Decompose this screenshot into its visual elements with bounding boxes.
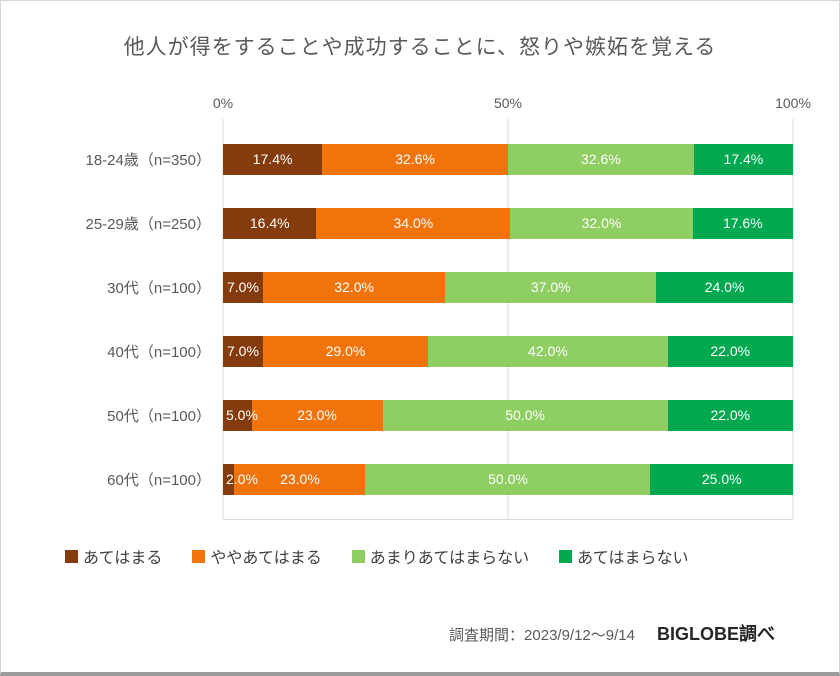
bar-track: 2.0% 23.0% 50.0% 25.0% xyxy=(223,463,793,495)
legend-item: あてはまらない xyxy=(559,544,689,568)
bar-value-label: 34.0% xyxy=(393,215,434,231)
tick-label: 50% xyxy=(493,95,523,111)
category-label: 40代（n=100） xyxy=(107,343,211,361)
bar-segment: 32.0% xyxy=(262,271,446,303)
category-labels: 18-24歳（n=350） 25-29歳（n=250） 30代（n=100） 40代（… xyxy=(13,75,223,520)
footer: 調査期間：2023/9/12～9/14 BIGLOBE調べ xyxy=(449,620,775,646)
gridline xyxy=(792,119,794,519)
legend-item: あまりあてはまらない xyxy=(351,544,530,568)
bar-segment: 17.4% xyxy=(223,143,323,175)
bar-segment: 37.0% xyxy=(445,271,657,303)
bar-value-label: 25.0% xyxy=(701,471,742,487)
bar-track: 17.4% 32.6% 32.6% 17.4% xyxy=(223,143,793,175)
bar-value-label: 22.0% xyxy=(710,343,751,359)
x-axis-ticks: 0% 50% 100% xyxy=(213,75,811,119)
bar-value-label: 7.0% xyxy=(226,343,259,359)
bar-segment: 23.0% xyxy=(251,399,383,431)
bar-value-label: 50.0% xyxy=(488,471,528,487)
legend-swatch-icon xyxy=(559,549,573,563)
bar-segment: 32.6% xyxy=(507,143,694,175)
bar-segment: 22.0% xyxy=(667,399,793,431)
category-label: 18-24歳（n=350） xyxy=(85,151,212,169)
legend-item: ややあてはまる xyxy=(192,544,322,568)
bar-value-label: 32.6% xyxy=(395,151,435,167)
bar-value-label: 16.4% xyxy=(249,215,290,231)
chart-title: 他人が得をすることや成功することに、怒りや嫉妬を覚える xyxy=(123,36,717,59)
bar-row: 7.0% 29.0% 42.0% 22.0% xyxy=(223,319,793,383)
tick-label: 0% xyxy=(212,95,234,111)
bar-row: 17.4% 32.6% 32.6% 17.4% xyxy=(223,127,793,191)
bar-value-label: 7.0% xyxy=(226,279,259,295)
bar-value-label: 37.0% xyxy=(530,279,571,295)
bar-value-label: 17.4% xyxy=(252,151,293,167)
category-label: 60代（n=100） xyxy=(107,471,211,489)
bar-segment: 7.0% xyxy=(223,335,263,367)
legend: あてはまる ややあてはまる あまりあてはまらない あてはまらない xyxy=(65,544,809,568)
tick-label: 100% xyxy=(775,95,811,111)
bar-segment: 34.0% xyxy=(316,207,511,239)
bar-row: 2.0% 23.0% 50.0% 25.0% xyxy=(223,447,793,511)
legend-swatch-icon xyxy=(65,549,78,563)
bar-value-label: 24.0% xyxy=(704,279,745,295)
bar-segment: 7.0% xyxy=(223,271,263,303)
bar-segment: 50.0% xyxy=(365,463,651,495)
plot-area: 17.4% 32.6% 32.6% 17.4% 16.4% 34.0% 32.0% 17.6%… xyxy=(222,119,794,520)
source-credit: BIGLOBE調べ xyxy=(656,624,775,644)
legend-item: あてはまる xyxy=(65,544,162,568)
category-label: 30代（n=100） xyxy=(107,279,211,297)
bar-value-label: 50.0% xyxy=(505,407,545,423)
bar-row: 5.0% 23.0% 50.0% 22.0% xyxy=(223,383,793,447)
bar-value-label: 42.0% xyxy=(528,343,568,359)
bar-track: 16.4% 34.0% 32.0% 17.6% xyxy=(223,207,793,239)
legend-label: あてはまらない xyxy=(577,550,689,567)
bar-value-label: 32.0% xyxy=(581,215,622,231)
bar-value-label: 5.0% xyxy=(226,407,258,423)
survey-period: 調査期間：2023/9/12～9/14 xyxy=(449,627,635,644)
category-label: 50代（n=100） xyxy=(107,407,211,425)
gridline xyxy=(222,119,224,519)
bar-segment: 22.0% xyxy=(667,335,793,367)
bar-segment: 17.6% xyxy=(692,207,793,239)
bar-segment: 17.4% xyxy=(693,143,793,175)
bar-segment: 50.0% xyxy=(382,399,668,431)
legend-swatch-icon xyxy=(192,549,206,563)
bar-row: 7.0% 32.0% 37.0% 24.0% xyxy=(223,255,793,319)
bar-segment: 24.0% xyxy=(656,271,793,303)
plot-column: 0% 50% 100% 17.4% 32.6% 32.6% 17.4% 16.4% 34.0%… xyxy=(213,75,811,520)
bar-value-label: 29.0% xyxy=(325,343,366,359)
gridline xyxy=(507,119,509,519)
bar-segment: 5.0% xyxy=(223,399,258,431)
bar-value-label: 32.6% xyxy=(581,151,621,167)
bar-value-label: 22.0% xyxy=(710,407,751,423)
bar-value-label: 17.6% xyxy=(722,215,763,231)
legend-label: ややあてはまる xyxy=(210,550,322,567)
bar-segment: 32.0% xyxy=(510,207,693,239)
gridlines xyxy=(222,119,794,519)
bar-value-label: 32.0% xyxy=(334,279,374,295)
plot-rows: 17.4% 32.6% 32.6% 17.4% 16.4% 34.0% 32.0% 17.6%… xyxy=(223,119,793,519)
legend-label: あてはまる xyxy=(83,550,163,567)
bar-segment: 16.4% xyxy=(223,207,317,239)
bar-track: 7.0% 29.0% 42.0% 22.0% xyxy=(223,335,793,367)
bar-segment: 2.0% xyxy=(223,463,258,495)
bar-segment: 23.0% xyxy=(234,463,366,495)
stacked-bar-chart: 18-24歳（n=350） 25-29歳（n=250） 30代（n=100） 40代（… xyxy=(13,75,811,520)
bar-value-label: 2.0% xyxy=(226,471,258,487)
category-label: 25-29歳（n=250） xyxy=(85,215,212,233)
legend-swatch-icon xyxy=(351,549,365,563)
bar-track: 7.0% 32.0% 37.0% 24.0% xyxy=(223,271,793,303)
legend-label: あまりあてはまらない xyxy=(369,550,530,567)
bar-value-label: 23.0% xyxy=(297,407,337,423)
bar-segment: 32.6% xyxy=(322,143,508,175)
bar-segment: 25.0% xyxy=(650,463,793,495)
bar-value-label: 23.0% xyxy=(280,471,320,487)
bar-track: 5.0% 23.0% 50.0% 22.0% xyxy=(223,399,793,431)
bar-segment: 42.0% xyxy=(428,335,668,367)
bar-value-label: 17.4% xyxy=(723,151,764,167)
bar-row: 16.4% 34.0% 32.0% 17.6% xyxy=(223,191,793,255)
bar-segment: 29.0% xyxy=(262,335,429,367)
